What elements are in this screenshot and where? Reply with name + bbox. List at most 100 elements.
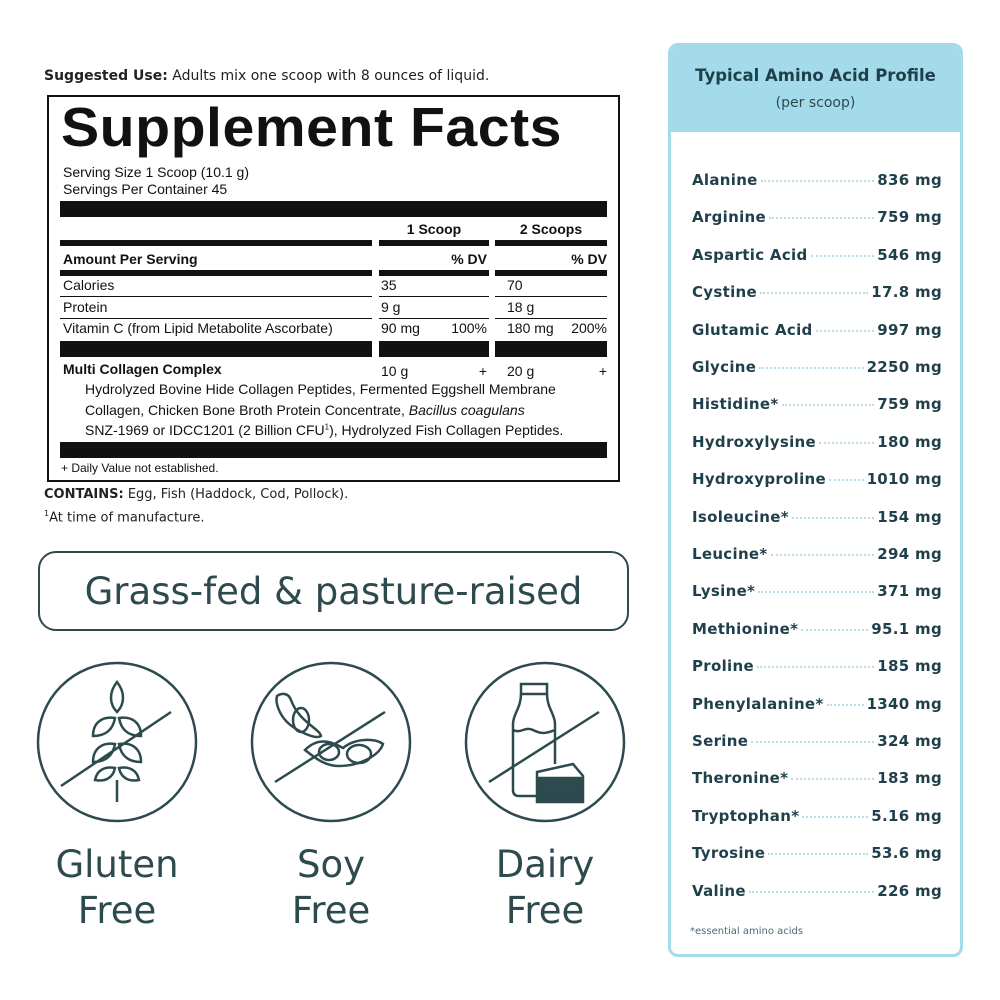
serving-size: Serving Size 1 Scoop (10.1 g) xyxy=(63,164,249,180)
amino-row: Hydroxyproline 1010 mg xyxy=(692,470,942,488)
amino-value: 1010 mg xyxy=(866,470,942,489)
dot-leader xyxy=(768,853,869,856)
amino-name: Tyrosine xyxy=(692,844,766,863)
no-soy-icon xyxy=(250,661,412,823)
amino-value: 180 mg xyxy=(877,432,942,451)
amino-row: Histidine* 759 mg xyxy=(692,395,942,413)
dot-leader xyxy=(760,180,875,182)
dot-leader xyxy=(756,666,875,669)
amino-value: 324 mg xyxy=(877,732,942,750)
amino-row: Serine 324 mg xyxy=(692,732,942,750)
suggested-use: Suggested Use: Adults mix one scoop with… xyxy=(44,68,490,84)
facts-cell-name: Protein xyxy=(63,298,108,315)
amino-row: Aspartic Acid 546 mg xyxy=(692,246,942,264)
amino-header: Typical Amino Acid Profile (per scoop) xyxy=(671,46,960,132)
amino-name: Lysine* xyxy=(692,582,756,601)
amino-name: Hydroxyproline xyxy=(692,470,826,489)
amino-value: 5.16 mg xyxy=(871,806,942,825)
contains-allergens: CONTAINS: Egg, Fish (Haddock, Cod, Pollo… xyxy=(44,487,349,502)
dot-leader xyxy=(759,367,864,369)
amino-row: Lysine* 371 mg xyxy=(692,582,942,600)
complex-name: Multi Collagen Complex xyxy=(63,361,222,377)
supplement-facts-panel: Supplement Facts Serving Size 1 Scoop (1… xyxy=(47,95,620,482)
amino-name: Serine xyxy=(692,732,749,750)
facts-cell-v2: 180 mg xyxy=(507,320,554,336)
amino-row: Phenylalanine* 1340 mg xyxy=(692,695,942,713)
dot-leader xyxy=(781,404,875,407)
facts-cell-v2: 18 g xyxy=(507,298,535,315)
amino-value: 997 mg xyxy=(877,320,942,339)
amino-row: Glycine 2250 mg xyxy=(692,358,942,376)
amino-row: Cystine 17.8 mg xyxy=(692,283,942,301)
ingredients-line: Collagen, Chicken Bone Broth Protein Con… xyxy=(85,402,525,418)
dot-leader xyxy=(802,815,869,818)
amino-name: Phenylalanine* xyxy=(692,694,824,713)
dot-leader xyxy=(748,890,875,893)
amino-value: 226 mg xyxy=(877,881,942,900)
amino-value: 546 mg xyxy=(877,245,942,264)
amino-name: Theronine* xyxy=(692,769,789,788)
amino-name: Tryptophan* xyxy=(692,806,800,825)
amino-row: Methionine* 95.1 mg xyxy=(692,620,942,638)
ingredients-line: Hydrolyzed Bovine Hide Collagen Peptides… xyxy=(85,381,556,397)
amino-name: Glutamic Acid xyxy=(692,320,813,339)
amino-row: Isoleucine* 154 mg xyxy=(692,508,942,526)
dot-leader xyxy=(770,554,875,556)
amino-value: 2250 mg xyxy=(866,358,942,376)
amino-name: Glycine xyxy=(692,358,757,376)
amino-row: Hydroxylysine 180 mg xyxy=(692,433,942,451)
dot-leader xyxy=(826,703,864,706)
free-label-soy: Soy Free xyxy=(291,843,371,932)
amino-name: Proline xyxy=(692,657,754,676)
dot-leader xyxy=(759,292,869,295)
amino-row: Alanine 836 mg xyxy=(692,171,942,189)
amino-name: Cystine xyxy=(692,283,757,302)
no-dairy-icon xyxy=(464,661,626,823)
ingredients-line: SNZ-1969 or IDCC1201 (2 Billion CFU1), H… xyxy=(85,422,564,438)
amino-name: Leucine* xyxy=(692,545,768,563)
free-label-dairy: Dairy Free xyxy=(495,843,595,932)
servings-per-container: Servings Per Container 45 xyxy=(63,181,228,197)
dot-leader xyxy=(768,217,875,220)
dot-leader xyxy=(810,254,875,257)
facts-cell-v1: 9 g xyxy=(381,298,401,315)
amino-name: Hydroxylysine xyxy=(692,432,816,451)
amino-value: 759 mg xyxy=(877,395,942,414)
amino-value: 154 mg xyxy=(877,507,942,526)
amino-name: Histidine* xyxy=(692,395,779,414)
amino-value: 183 mg xyxy=(877,769,942,788)
amino-row: Arginine 759 mg xyxy=(692,208,942,226)
amino-row: Tyrosine 53.6 mg xyxy=(692,844,942,862)
amino-footnote: *essential amino acids xyxy=(690,926,804,937)
amino-value: 17.8 mg xyxy=(871,283,942,302)
free-label-gluten: Gluten Free xyxy=(55,843,179,932)
amino-acid-panel: Typical Amino Acid Profile (per scoop) A… xyxy=(668,43,963,957)
amino-name: Isoleucine* xyxy=(692,507,789,526)
dot-leader xyxy=(801,628,869,631)
amino-value: 836 mg xyxy=(877,171,942,189)
amino-value: 294 mg xyxy=(877,545,942,563)
dot-leader xyxy=(815,329,875,332)
amino-row: Proline 185 mg xyxy=(692,657,942,675)
dot-leader xyxy=(829,479,864,482)
amino-subtitle: (per scoop) xyxy=(775,95,856,111)
amino-row: Tryptophan* 5.16 mg xyxy=(692,807,942,825)
facts-cell-name: Vitamin C (from Lipid Metabolite Ascorba… xyxy=(63,320,333,336)
amino-name: Alanine xyxy=(692,171,758,189)
amino-row: Theronine* 183 mg xyxy=(692,769,942,787)
facts-title: Supplement Facts xyxy=(61,96,562,158)
facts-cell-v1: 90 mg xyxy=(381,320,420,336)
amino-name: Aspartic Acid xyxy=(692,245,808,264)
amount-per-serving: Amount Per Serving xyxy=(63,251,198,267)
facts-cell-d1: 100% xyxy=(451,320,487,336)
facts-cell-name: Calories xyxy=(63,277,115,293)
dot-leader xyxy=(818,441,875,444)
amino-name: Arginine xyxy=(692,208,766,227)
amino-title: Typical Amino Acid Profile xyxy=(695,66,936,85)
facts-cell-v1: 35 xyxy=(381,277,397,293)
amino-row: Valine 226 mg xyxy=(692,882,942,900)
facts-cell-v2: 70 xyxy=(507,277,523,293)
amino-value: 1340 mg xyxy=(866,694,942,713)
amino-value: 185 mg xyxy=(877,657,942,676)
dot-leader xyxy=(791,778,875,781)
